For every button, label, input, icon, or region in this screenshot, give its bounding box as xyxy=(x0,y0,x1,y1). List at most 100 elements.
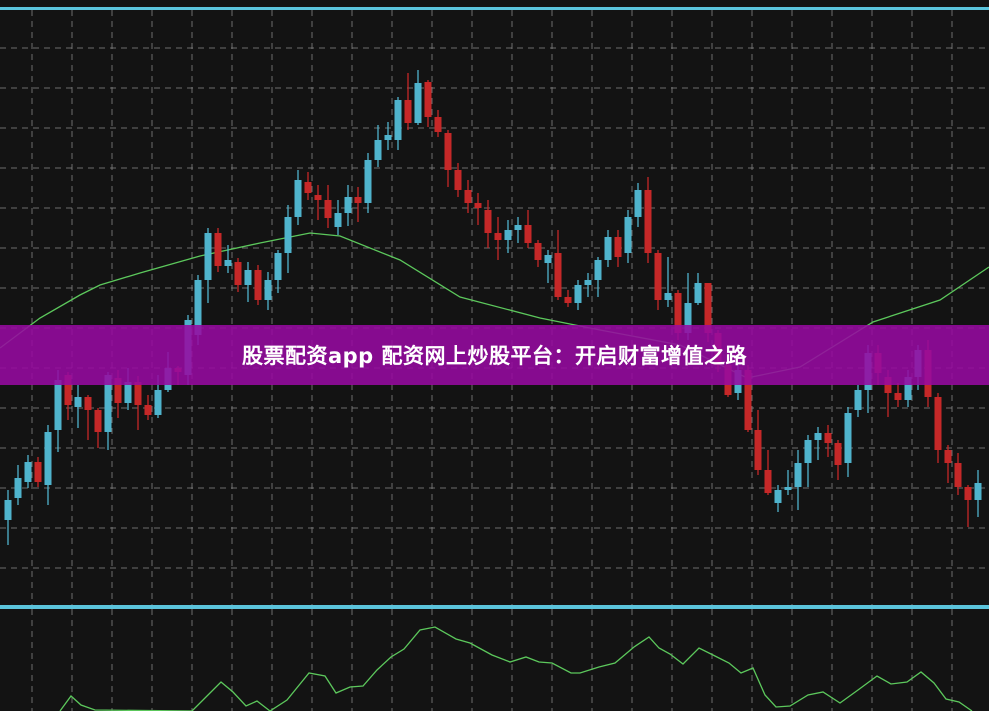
candle-body xyxy=(754,430,762,470)
candle-down xyxy=(954,453,962,495)
promo-banner: 股票配资app 配资网上炒股平台：开启财富增值之路 xyxy=(0,325,989,385)
candle-up xyxy=(544,250,552,283)
top-separator xyxy=(0,7,989,10)
candle-body xyxy=(794,463,802,487)
candle-up xyxy=(504,220,512,253)
candle-body xyxy=(34,462,42,482)
candle-body xyxy=(634,190,642,217)
candle-up xyxy=(334,200,342,235)
candle-body xyxy=(144,405,152,415)
candle-up xyxy=(774,485,782,512)
candle-body xyxy=(784,487,792,490)
candle-body xyxy=(74,397,82,407)
candle-body xyxy=(474,203,482,208)
candle-down xyxy=(94,408,102,448)
candle-up xyxy=(264,272,272,310)
candle-body xyxy=(264,280,272,300)
candle-down xyxy=(474,193,482,225)
candle-body xyxy=(494,233,502,240)
candle-up xyxy=(374,125,382,167)
candle-body xyxy=(344,197,352,213)
candle-down xyxy=(834,440,842,480)
candle-body xyxy=(564,297,572,303)
candle-down xyxy=(554,230,562,300)
candle-up xyxy=(224,245,232,273)
candle-body xyxy=(204,233,212,280)
candle-up xyxy=(14,465,22,505)
candle-up xyxy=(604,230,612,267)
candle-body xyxy=(94,410,102,432)
candle-body xyxy=(934,397,942,450)
candle-up xyxy=(854,385,862,417)
candle-body xyxy=(594,260,602,280)
candle-down xyxy=(134,376,142,430)
grid xyxy=(0,10,989,711)
candle-body xyxy=(374,140,382,160)
candle-body xyxy=(414,83,422,123)
candle-up xyxy=(24,455,32,488)
candle-body xyxy=(844,413,852,463)
candle-body xyxy=(894,393,902,400)
candle-up xyxy=(4,490,12,545)
candle-up xyxy=(974,470,982,517)
candle-body xyxy=(314,195,322,200)
candle-body xyxy=(194,280,202,335)
candle-down xyxy=(254,265,262,305)
candle-down xyxy=(434,110,442,137)
candle-body xyxy=(974,483,982,500)
candle-down xyxy=(894,383,902,407)
candle-body xyxy=(124,382,132,403)
candle-up xyxy=(574,280,582,310)
banner-text: 股票配资app 配资网上炒股平台：开启财富增值之路 xyxy=(241,344,748,368)
candle-body xyxy=(554,253,562,297)
candle-down xyxy=(614,230,622,267)
candle-body xyxy=(504,230,512,240)
candles-layer xyxy=(4,70,982,545)
candle-body xyxy=(104,375,112,432)
candle-body xyxy=(404,100,412,123)
candle-up xyxy=(104,372,112,450)
candle-body xyxy=(4,500,12,520)
candle-body xyxy=(704,283,712,333)
candle-up xyxy=(514,217,522,243)
candle-down xyxy=(354,187,362,222)
candle-down xyxy=(934,393,942,463)
candle-up xyxy=(694,273,702,305)
candle-body xyxy=(324,200,332,218)
candle-down xyxy=(524,210,532,248)
candle-body xyxy=(254,270,262,300)
candle-down xyxy=(304,172,312,200)
candle-down xyxy=(144,395,152,420)
candle-body xyxy=(854,390,862,410)
candle-up xyxy=(44,425,52,505)
candle-body xyxy=(584,280,592,285)
candle-down xyxy=(654,250,662,310)
candle-body xyxy=(384,135,392,140)
candle-body xyxy=(394,100,402,140)
candle-down xyxy=(764,450,772,495)
candle-body xyxy=(574,285,582,303)
candle-up xyxy=(274,250,282,293)
candle-down xyxy=(424,80,432,127)
candle-down xyxy=(404,73,412,130)
candle-body xyxy=(834,443,842,465)
candle-up xyxy=(294,170,302,225)
candle-up xyxy=(384,122,392,150)
candle-body xyxy=(824,433,832,443)
candle-up xyxy=(394,97,402,150)
candle-body xyxy=(444,133,452,170)
candle-body xyxy=(654,253,662,300)
candle-up xyxy=(664,257,672,307)
candle-down xyxy=(34,457,42,487)
candle-body xyxy=(684,303,692,333)
candle-body xyxy=(614,237,622,257)
candle-body xyxy=(434,117,442,132)
candle-body xyxy=(44,432,52,485)
candle-down xyxy=(754,410,762,475)
candle-body xyxy=(154,390,162,415)
candle-body xyxy=(774,490,782,503)
candle-up xyxy=(624,210,632,263)
candle-down xyxy=(644,177,652,263)
candle-up xyxy=(364,153,372,213)
candle-body xyxy=(804,440,812,463)
